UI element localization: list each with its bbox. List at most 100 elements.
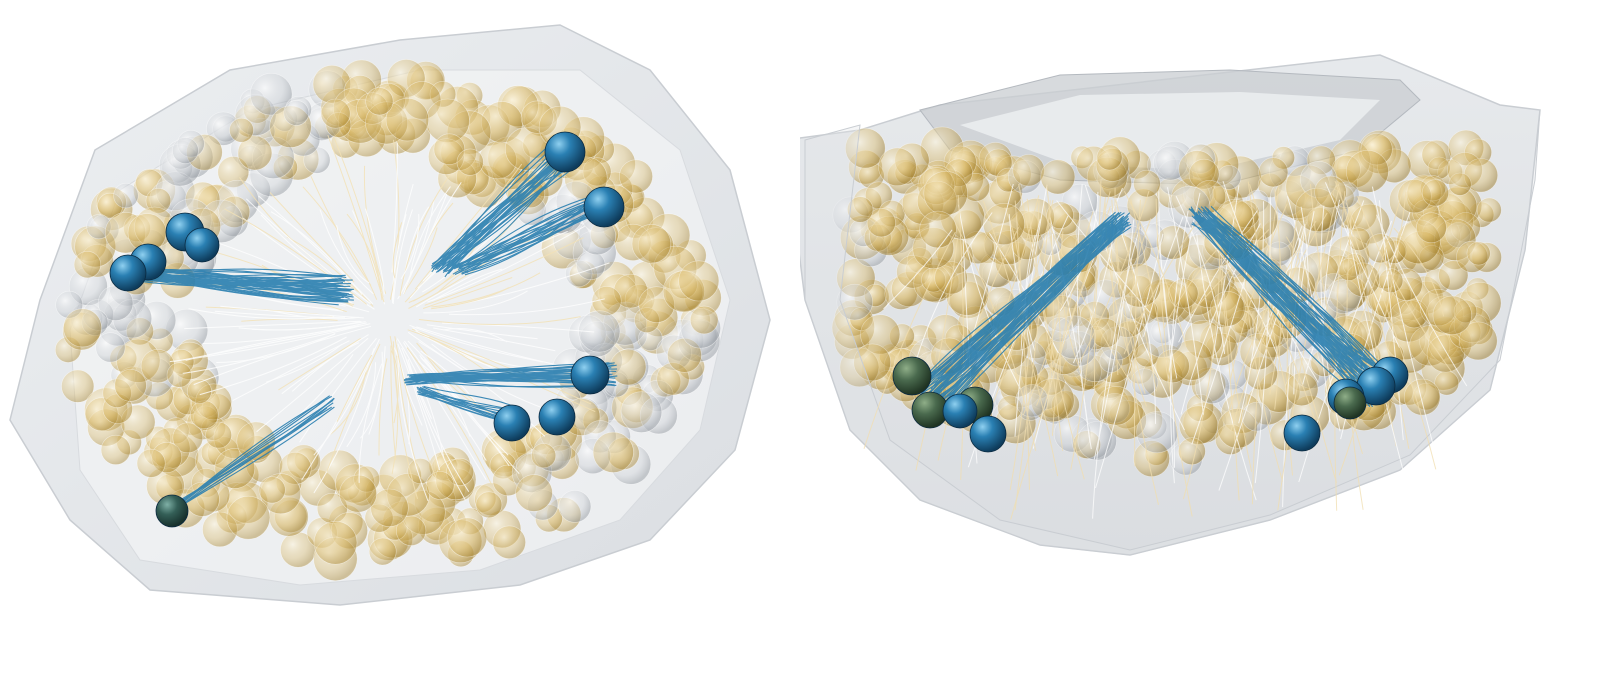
fiber-strand [310,175,372,286]
bubble-sphere [447,517,488,558]
fiber-strand [937,227,1020,461]
fiber-strand [336,225,370,284]
tract-fiber [1204,206,1374,401]
bubble-sphere [866,208,896,238]
fiber-strand [448,298,605,316]
fiber-strand [392,222,403,279]
bubble-sphere [339,474,378,513]
tract-fiber [434,149,561,271]
bubble-sphere [365,87,394,116]
tract-fiber [139,270,348,296]
fiber-strand [402,342,487,480]
seed-node-sphere [184,227,220,263]
fiber-strand [199,336,347,396]
tract-fiber [142,274,343,285]
fiber-strand [915,237,959,471]
bubble-sphere [1096,386,1136,426]
tract-fiber [436,165,561,268]
tract-fiber [169,402,334,514]
seed-node-sphere [493,404,531,442]
fiber-strand [397,198,435,300]
fiber-strand [1093,197,1106,396]
bubble-sphere [433,133,465,165]
tract-fiber [922,224,1118,387]
fiber-strand [202,322,367,344]
fiber-strand [957,194,965,480]
fiber-strand [863,231,956,449]
tract-fiber [925,211,1116,379]
fiber-strand [397,356,429,502]
bubble-sphere [847,196,874,223]
render-view-top [9,24,771,606]
seed-node-sphere [1333,386,1367,420]
fiber-strand [1123,190,1187,347]
bubble-sphere [63,308,102,348]
fiber-strand [416,326,584,372]
fiber-strand [1190,229,1270,314]
fiber-strand [1251,184,1280,505]
fiber-strand [390,345,397,460]
tract-fiber [1198,216,1380,370]
bubble-sphere [113,183,139,209]
tract-fiber [132,278,354,298]
bubble-sphere [631,224,672,264]
bubble-sphere [1117,263,1162,308]
fiber-strand [392,209,413,305]
bubble-sphere [1476,197,1502,223]
fiber-strand [1357,196,1452,372]
tract-fiber [1207,220,1363,407]
fiber-strand [423,290,528,314]
fiber-strand [358,363,383,483]
bubble-sphere [609,348,647,386]
seed-node-sphere [544,131,586,173]
fiber-strand [1170,211,1189,484]
fiber-strand [265,343,343,383]
fiber-strand [1345,202,1437,470]
seed-node-sphere [942,393,978,429]
bubble-sphere [1346,149,1389,193]
fiber-strand [982,200,1059,477]
fiber-strand [313,359,373,494]
tract-fiber [1196,219,1367,394]
fiber-strand [1133,199,1141,467]
fiber-strand [260,214,356,293]
fiber-strand [251,321,366,331]
fiber-strand [333,137,384,298]
fiber-strand [411,328,592,405]
fiber-strand [327,363,368,437]
fiber-strand [232,340,350,402]
fiber-strand [431,272,541,308]
fiber-strand [418,361,471,437]
bubble-sphere [1438,260,1469,291]
bubble-sphere [172,422,204,454]
fiber-strand [393,183,414,300]
seed-node-sphere [538,398,576,436]
fiber-strand [1048,222,1132,384]
fiber-strand [1210,229,1276,367]
fiber-strand [1008,214,1036,351]
fiber-strand [424,237,584,306]
fiber-strand [1334,180,1410,449]
fiber-strand [1301,200,1365,387]
tract-fiber [138,275,342,284]
seed-node-sphere [892,356,932,396]
fiber-strand [378,358,388,456]
bubble-sphere [531,443,557,469]
fiber-strand [1277,190,1339,511]
seed-node-sphere [583,186,625,228]
fiber-strand [1249,183,1337,483]
fiber-strand [418,341,546,437]
tract-fiber [1203,221,1384,374]
fiber-strand [1123,218,1200,355]
fiber-strand [270,211,363,296]
bubble-sphere [1403,378,1441,416]
bubble-sphere [1378,268,1404,294]
bubble-sphere [592,431,634,473]
fiber-strand [1095,233,1164,489]
fiber-strand [1338,191,1407,476]
fiber-strand [281,334,369,395]
fiber-strand [1084,184,1185,431]
fiber-strand [278,337,361,391]
fiber-strand [360,351,383,439]
bubble-sphere [853,343,891,382]
